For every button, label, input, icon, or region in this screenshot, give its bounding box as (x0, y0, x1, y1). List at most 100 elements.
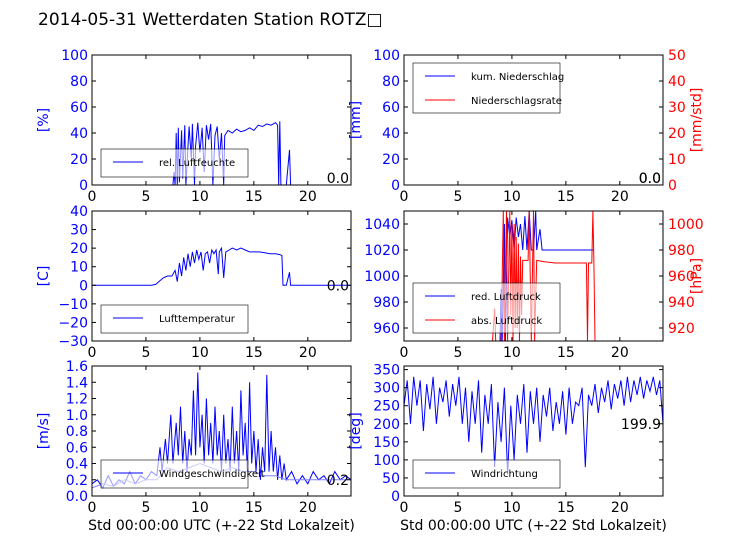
legend-label: kum. Niederschlag (471, 72, 564, 83)
y-tick-label: 60 (382, 100, 400, 116)
x-tick-label: 0 (88, 500, 97, 516)
y-tick-label: 20 (70, 241, 88, 257)
x-tick-label: 5 (141, 189, 150, 205)
y-right-tick-label: 10 (668, 152, 686, 168)
y-tick-label: 150 (373, 435, 400, 451)
series-line-pressure-0 (499, 211, 594, 341)
y-tick-label: 1020 (364, 243, 400, 259)
y-tick-label: 100 (373, 48, 400, 64)
legend-box (100, 304, 249, 334)
y-right-tick-label: 50 (668, 48, 686, 64)
x-tick-label: 10 (503, 500, 521, 516)
y-tick-label: 0 (79, 278, 88, 294)
last-value-label: 0.0 (327, 171, 349, 187)
series-line-windspeed-0 (92, 372, 351, 489)
y-tick-label: 1040 (364, 217, 400, 233)
plot-frame-pressure (403, 210, 664, 342)
y-tick-label: 200 (373, 417, 400, 433)
y-tick-label: 100 (61, 48, 88, 64)
legend-box (412, 459, 561, 489)
x-tick-label: 0 (400, 189, 409, 205)
x-tick-label: 20 (299, 500, 317, 516)
x-tick-label: 5 (141, 500, 150, 516)
plot-frame-precipitation (403, 54, 664, 186)
last-value-label: 0.2 (327, 473, 349, 489)
x-tick-label: 0 (400, 345, 409, 361)
y-right-tick-label: 0 (668, 178, 677, 194)
legend-box (412, 62, 561, 114)
legend-label: rel. Luftfeuchte (159, 158, 235, 169)
y-right-axis-label: [mm/std] (689, 88, 705, 153)
y-axis-label: [mm] (348, 101, 364, 139)
x-tick-label: 5 (453, 500, 462, 516)
x-tick-label: 15 (245, 189, 263, 205)
series-line-humidity-0 (92, 121, 351, 185)
x-tick-label: 15 (245, 500, 263, 516)
y-tick-label: −10 (58, 297, 88, 313)
x-tick-label: 0 (400, 500, 409, 516)
x-axis-label: Std 00:00:00 UTC (+-22 Std Lokalzeit) (88, 518, 355, 534)
legend-label: abs. Luftdruck (471, 316, 542, 327)
y-tick-label: 0.8 (66, 424, 88, 440)
y-tick-label: 80 (382, 74, 400, 90)
y-tick-label: 20 (382, 152, 400, 168)
y-tick-label: −30 (58, 334, 88, 350)
x-tick-label: 15 (557, 345, 575, 361)
y-tick-label: 30 (70, 223, 88, 239)
y-right-tick-label: 40 (668, 74, 686, 90)
x-tick-label: 10 (191, 345, 209, 361)
y-tick-label: 1.2 (66, 392, 88, 408)
y-tick-label: 0 (79, 178, 88, 194)
y-tick-label: 1.6 (66, 359, 88, 375)
plot-frame-windspeed (91, 365, 352, 497)
y-tick-label: 1000 (364, 269, 400, 285)
plot-frame-temperature (91, 210, 352, 342)
y-right-tick-label: 30 (668, 100, 686, 116)
legend-box (412, 282, 561, 334)
y-tick-label: 300 (373, 381, 400, 397)
y-tick-label: 40 (70, 204, 88, 220)
x-tick-label: 10 (503, 345, 521, 361)
x-tick-label: 20 (299, 189, 317, 205)
y-tick-label: 40 (382, 126, 400, 142)
x-tick-label: 15 (557, 189, 575, 205)
y-tick-label: 40 (70, 126, 88, 142)
y-tick-label: 1.4 (66, 375, 88, 391)
x-tick-label: 0 (88, 189, 97, 205)
y-tick-label: −20 (58, 315, 88, 331)
figure-title: 2014-05-31 Wetterdaten Station ROTZ□ (38, 10, 383, 30)
legend-label: Windrichtung (471, 469, 538, 480)
x-tick-label: 5 (453, 345, 462, 361)
y-axis-label: [deg] (348, 412, 364, 449)
chart-humidity: 0 5 10 15 20 0 20 40 60 80 100 [%] rel. Luftfeuchte 0… (36, 48, 352, 205)
last-value-label: 0.0 (327, 278, 349, 294)
y-right-tick-label: 920 (668, 321, 695, 337)
y-right-tick-label: 980 (668, 243, 695, 259)
y-tick-label: 0.6 (66, 440, 88, 456)
y-right-tick-label: 1000 (668, 217, 704, 233)
x-tick-label: 10 (503, 189, 521, 205)
chart-precipitation: 0 5 10 15 20 0 20 40 60 80 100 0 10 20 30 40 50 [mm] [mm/s… (348, 48, 705, 205)
y-tick-label: 350 (373, 363, 400, 379)
y-tick-label: 1.0 (66, 408, 88, 424)
y-right-tick-label: 940 (668, 295, 695, 311)
y-axis-label: [%] (36, 108, 52, 132)
chart-temperature: 0 5 10 15 20 −30 −20 −10 0 10 20 30 40 [C] Lufttempera… (36, 204, 352, 361)
y-tick-label: 0 (391, 489, 400, 505)
y-tick-label: 980 (373, 295, 400, 311)
legend-box (100, 459, 249, 489)
series-line-windspeed-1 (92, 462, 351, 489)
chart-pressure: 0 5 10 15 20 960 980 1000 1020 1040 920 940 960 980 10… (364, 210, 705, 361)
y-tick-label: 0.2 (66, 473, 88, 489)
y-right-axis-label: [hPa] (689, 258, 705, 294)
x-tick-label: 15 (557, 500, 575, 516)
y-tick-label: 60 (70, 100, 88, 116)
y-tick-label: 960 (373, 321, 400, 337)
chart-windspeed: 0 5 10 15 200.00.20.40.60.81.01.21.41.6[m/s]… (36, 359, 355, 534)
y-axis-label: [C] (36, 266, 52, 287)
legend-label: Lufttemperatur (159, 314, 236, 325)
y-axis-label: [m/s] (36, 413, 52, 450)
x-tick-label: 5 (453, 189, 462, 205)
